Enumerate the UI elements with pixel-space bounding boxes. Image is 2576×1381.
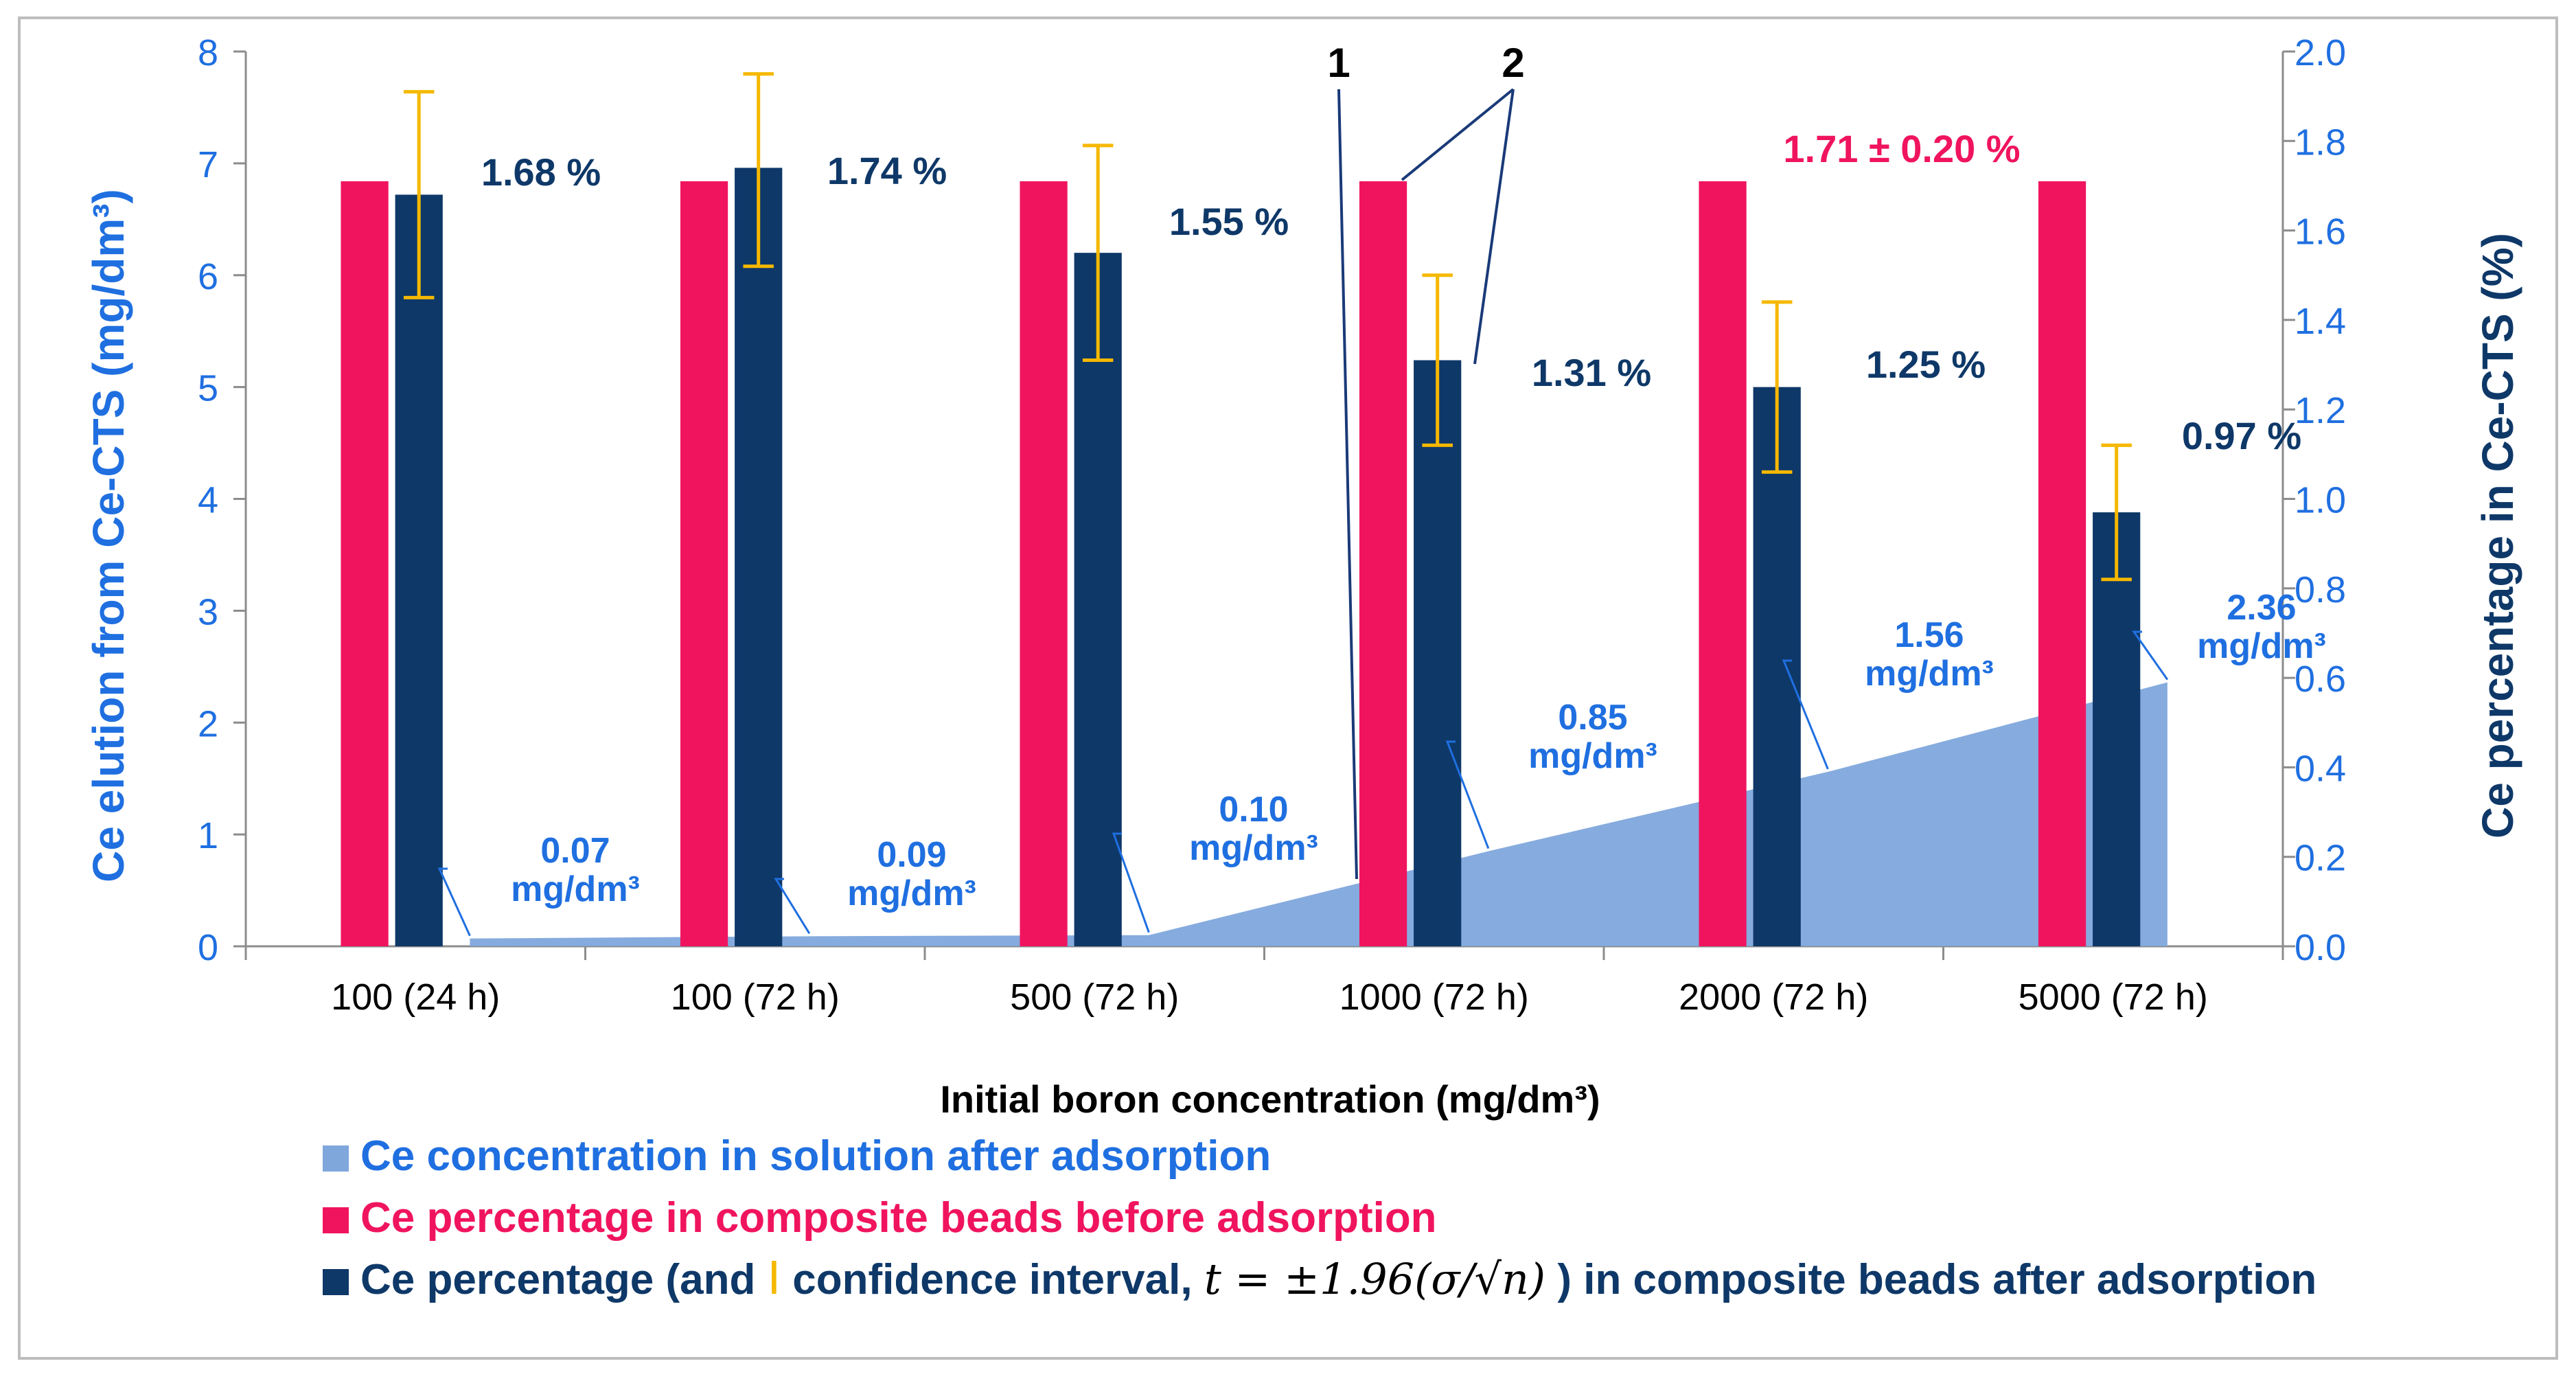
right-axis-title: Ce percentage in Ce-CTS (%) (2473, 233, 2522, 838)
after-value-label: 0.97 % (2182, 414, 2301, 457)
marker-2-leader-b (1473, 89, 1515, 365)
x-tick-label: 5000 (72 h) (2019, 977, 2208, 1018)
left-axis-title: Ce elution from Ce-CTS (mg/dm³) (84, 189, 133, 882)
area-label-leader (1782, 659, 1829, 770)
legend-swatch-before (323, 1207, 349, 1233)
bar-before-adsorption (341, 181, 389, 946)
after-value-label: 1.74 % (827, 149, 947, 192)
left-tick-label: 0 (198, 927, 218, 968)
area-unit-label: mg/dm³ (2197, 626, 2326, 666)
left-tick-label: 7 (198, 144, 218, 185)
legend-label-area: Ce concentration in solution after adsor… (360, 1132, 1271, 1180)
area-label-leader (774, 878, 811, 935)
right-tick-label: 1.2 (2295, 390, 2346, 431)
left-tick-label: 2 (198, 703, 218, 744)
bar-before-adsorption (1699, 181, 1747, 946)
bar-before-adsorption (1359, 181, 1407, 946)
marker-2-leader-a (1401, 88, 1515, 181)
after-value-label: 1.55 % (1169, 200, 1289, 243)
right-tick-label: 2.0 (2295, 32, 2346, 73)
legend-error-bar-glyph: I (768, 1251, 781, 1304)
right-tick-label: 0.8 (2295, 569, 2346, 610)
area-unit-label: mg/dm³ (1865, 654, 1994, 694)
legend-after-part-b: confidence interval, (792, 1256, 1204, 1303)
legend-swatch-area (323, 1145, 349, 1172)
bar-after-adsorption (1753, 387, 1801, 946)
area-value-label: 1.56 (1894, 615, 1964, 655)
x-tick-label: 1000 (72 h) (1339, 977, 1529, 1018)
area-unit-label: mg/dm³ (1189, 828, 1318, 868)
right-tick-label: 0.4 (2295, 748, 2346, 789)
bar-after-adsorption (2093, 512, 2141, 946)
area-value-label: 0.85 (1558, 698, 1627, 738)
legend-swatch-after (323, 1269, 349, 1295)
left-tick-label: 3 (198, 591, 218, 632)
legend-after-part-a: Ce percentage (and (360, 1256, 768, 1303)
x-tick-label: 2000 (72 h) (1679, 977, 1868, 1018)
marker-2-label: 2 (1502, 40, 1524, 86)
right-tick-label: 0.6 (2295, 659, 2346, 700)
left-tick-label: 6 (198, 256, 218, 297)
bar-before-adsorption (2038, 181, 2086, 946)
x-tick-label: 100 (72 h) (671, 977, 840, 1018)
annotation-layer: 1.68 % 1.74 % 1.55 % 1.31 % 1.25 % 0.97 % 0.07… (437, 88, 2326, 937)
bars-layer (341, 72, 2141, 947)
bar-after-adsorption (395, 194, 443, 947)
x-axis-title: Initial boron concentration (mg/dm³) (940, 1077, 1600, 1121)
marker-1-label: 1 (1327, 40, 1350, 86)
legend: Ce concentration in solution after adsor… (323, 1132, 2316, 1304)
left-tick-label: 1 (198, 815, 218, 856)
legend-label-before: Ce percentage in composite beads before … (360, 1194, 1437, 1242)
right-tick-label: 1.8 (2295, 122, 2346, 163)
area-label-leader (437, 867, 471, 937)
right-tick-label: 1.6 (2295, 212, 2346, 253)
right-tick-label: 0.2 (2295, 838, 2346, 879)
axes-layer: 0 1 2 3 4 5 6 7 8 0.0 0.2 0.4 0.6 0.8 1.0 1.2 1.4 1.6 1.8 2… (198, 32, 2346, 1018)
area-value-label: 0.10 (1219, 790, 1288, 830)
x-tick-label: 100 (24 h) (331, 977, 500, 1018)
area-unit-label: mg/dm³ (847, 874, 976, 913)
bar-before-adsorption (1020, 181, 1068, 946)
left-tick-label: 5 (198, 368, 218, 409)
area-unit-label: mg/dm³ (1528, 736, 1657, 776)
area-label-leader (1445, 740, 1490, 849)
before-value-annotation: 1.71 ± 0.20 % (1783, 127, 2020, 170)
right-tick-label: 1.4 (2295, 301, 2346, 342)
legend-label-after: Ce percentage (and I confidence interval… (360, 1251, 2316, 1304)
area-value-label: 0.09 (877, 835, 946, 875)
area-unit-label: mg/dm³ (511, 869, 640, 909)
bar-after-adsorption (1414, 360, 1462, 946)
bar-after-adsorption (1074, 253, 1122, 946)
after-value-label: 1.31 % (1532, 351, 1651, 394)
marker-1-leader (1337, 89, 1358, 880)
right-tick-label: 1.0 (2295, 480, 2346, 521)
after-value-label: 1.68 % (481, 150, 601, 194)
bar-before-adsorption (680, 181, 728, 946)
after-value-label: 1.25 % (1866, 343, 1986, 386)
bar-after-adsorption (735, 168, 783, 946)
area-label-leader (2132, 630, 2169, 681)
area-label-leader (1112, 832, 1150, 933)
legend-after-part-c: ) in composite beads after adsorption (1557, 1256, 2316, 1303)
area-value-label: 0.07 (540, 831, 610, 871)
legend-formula: t = ±1.96(σ/√n) (1204, 1254, 1545, 1304)
area-value-label: 2.36 (2227, 588, 2296, 628)
right-tick-label: 0.0 (2295, 927, 2346, 968)
left-tick-label: 8 (198, 32, 218, 73)
left-tick-label: 4 (198, 480, 218, 521)
x-tick-label: 500 (72 h) (1010, 977, 1179, 1018)
